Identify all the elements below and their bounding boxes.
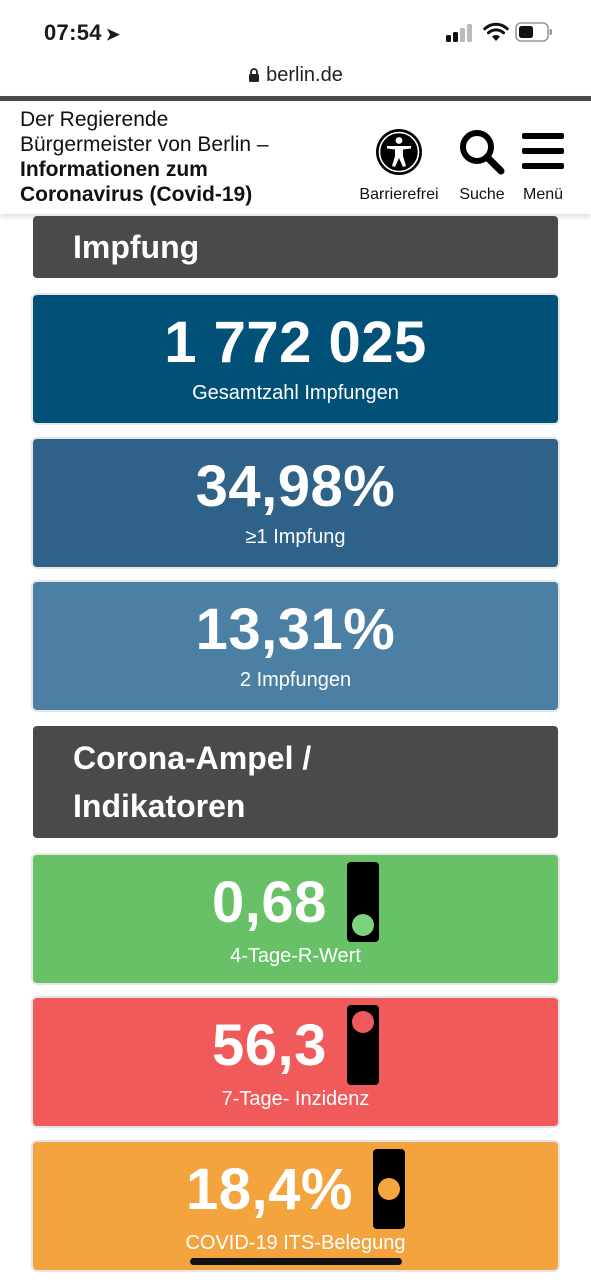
site-title-line1: Der Regierende: [20, 108, 169, 131]
incidence-value: 56,3: [212, 1012, 327, 1078]
second-dose-tile[interactable]: 13,31% 2 Impfungen: [33, 582, 558, 710]
traffic-light-yellow-icon: [372, 1149, 405, 1229]
first-dose-label: ≥1 Impfung: [245, 526, 346, 548]
search-label: Suche: [459, 186, 505, 203]
r-value-tile[interactable]: 0,68 4-Tage-R-Wert: [33, 855, 558, 983]
location-arrow-icon: ➤: [105, 25, 121, 44]
section-heading-indicators: Corona-Ampel / Indikatoren: [33, 726, 558, 838]
icu-tile[interactable]: 18,4% COVID-19 ITS-Belegung: [33, 1142, 558, 1270]
vaccination-total-label: Gesamtzahl Impfungen: [192, 382, 399, 404]
wifi-icon: [483, 22, 509, 41]
incidence-tile[interactable]: 56,3 7-Tage- Inzidenz: [33, 998, 558, 1126]
indicators-heading-line1: Corona-Ampel /: [73, 740, 312, 776]
second-dose-value: 13,31%: [195, 597, 396, 662]
status-bar: 07:54 ➤: [0, 0, 591, 62]
site-title-line3: Informationen zum: [20, 158, 208, 181]
first-dose-value: 34,98%: [195, 454, 396, 519]
status-time-text: 07:54: [44, 20, 102, 45]
lock-icon: [249, 68, 260, 82]
battery-icon: [515, 22, 552, 42]
url-text: berlin.de: [266, 64, 343, 86]
vaccination-total-value: 1 772 025: [164, 310, 427, 375]
accessibility-label: Barrierefrei: [359, 186, 439, 203]
menu-label: Menü: [522, 186, 564, 203]
incidence-label: 7-Tage- Inzidenz: [221, 1088, 370, 1110]
r-value-value: 0,68: [212, 869, 327, 935]
r-value-label: 4-Tage-R-Wert: [230, 945, 361, 967]
first-dose-tile[interactable]: 34,98% ≥1 Impfung: [33, 439, 558, 567]
site-title-line4: Coronavirus (Covid-19): [20, 183, 253, 206]
hamburger-menu-icon: [522, 133, 564, 169]
site-header: Der Regierende Bürgermeister von Berlin …: [0, 96, 591, 214]
indicators-heading-line2: Indikatoren: [73, 788, 246, 824]
cellular-signal-icon: [446, 24, 476, 42]
search-icon: [460, 130, 505, 175]
accessibility-button[interactable]: Barrierefrei: [354, 127, 444, 204]
home-indicator[interactable]: [190, 1258, 402, 1265]
url-bar[interactable]: berlin.de: [0, 62, 591, 96]
traffic-light-green-icon: [346, 862, 379, 942]
second-dose-label: 2 Impfungen: [239, 669, 352, 691]
search-button[interactable]: Suche: [450, 127, 514, 204]
section-heading-vaccination: Impfung: [33, 216, 558, 278]
vaccination-heading-text: Impfung: [73, 229, 200, 265]
site-title[interactable]: Der Regierende Bürgermeister von Berlin …: [20, 107, 269, 207]
icu-label: COVID-19 ITS-Belegung: [185, 1232, 406, 1254]
status-time: 07:54 ➤: [44, 20, 120, 46]
site-title-line2: Bürgermeister von Berlin –: [20, 133, 269, 156]
menu-button[interactable]: Menü: [516, 127, 570, 204]
icu-value: 18,4%: [186, 1156, 353, 1222]
accessibility-icon: [376, 129, 422, 175]
traffic-light-red-icon: [346, 1005, 379, 1085]
vaccination-total-tile[interactable]: 1 772 025 Gesamtzahl Impfungen: [33, 295, 558, 423]
